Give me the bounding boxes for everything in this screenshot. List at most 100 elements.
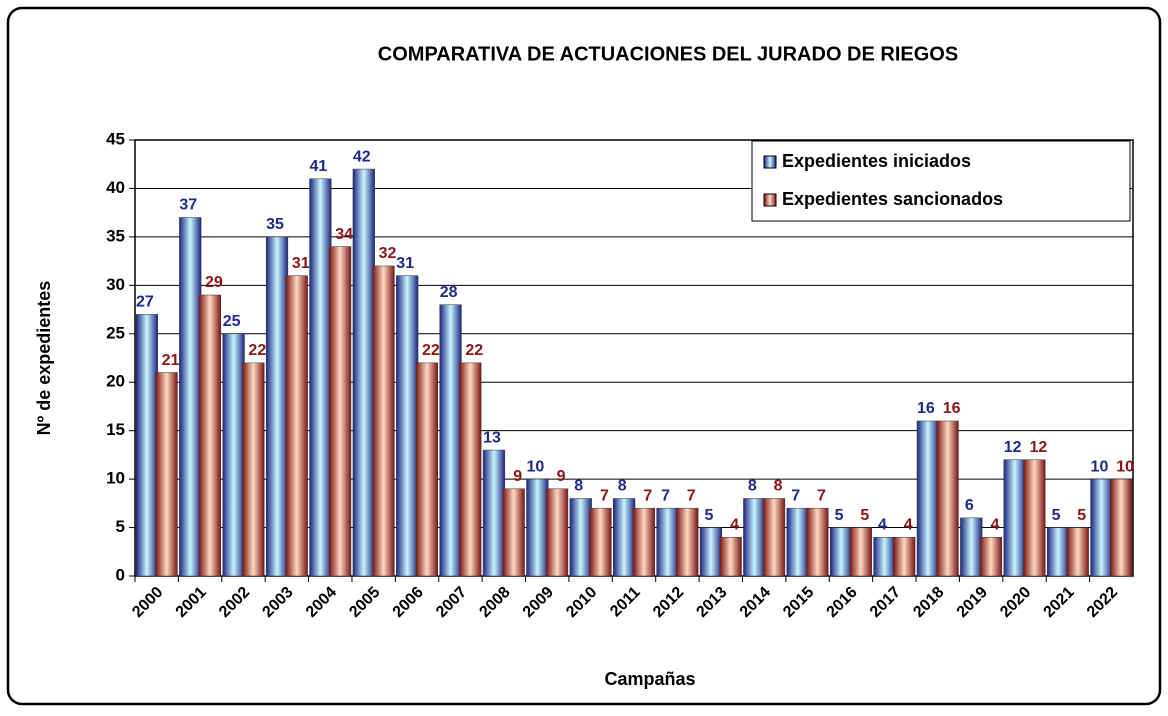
bar bbox=[849, 527, 872, 577]
bar bbox=[1066, 527, 1089, 577]
bar bbox=[372, 265, 395, 577]
value-label: 8 bbox=[574, 478, 583, 495]
value-label: 16 bbox=[943, 400, 961, 417]
bar bbox=[439, 304, 462, 577]
value-label: 13 bbox=[483, 429, 501, 446]
bar bbox=[329, 246, 352, 577]
value-label: 4 bbox=[878, 516, 887, 533]
value-label: 7 bbox=[643, 487, 652, 504]
value-label: 29 bbox=[205, 274, 223, 291]
value-label: 12 bbox=[1004, 439, 1022, 456]
bar bbox=[719, 536, 742, 577]
value-label: 9 bbox=[557, 468, 566, 485]
bar bbox=[1023, 459, 1046, 577]
bar bbox=[135, 314, 158, 577]
bar bbox=[762, 498, 786, 577]
bar bbox=[893, 536, 916, 577]
value-label: 12 bbox=[1029, 439, 1047, 456]
value-label: 32 bbox=[379, 245, 397, 262]
chart-title: COMPARATIVA DE ACTUACIONES DEL JURADO DE… bbox=[378, 43, 958, 65]
value-label: 7 bbox=[661, 487, 670, 504]
bar bbox=[743, 498, 766, 577]
bar bbox=[786, 507, 809, 577]
value-label: 35 bbox=[266, 216, 284, 233]
value-label: 10 bbox=[1116, 458, 1134, 475]
y-tick-label: 45 bbox=[106, 129, 125, 148]
value-label: 4 bbox=[904, 516, 913, 533]
bar bbox=[936, 420, 959, 577]
y-tick-label: 15 bbox=[106, 420, 125, 439]
value-label: 8 bbox=[774, 478, 783, 495]
value-label: 31 bbox=[396, 255, 414, 272]
value-label: 5 bbox=[835, 507, 844, 524]
legend-label: Expedientes sancionados bbox=[782, 189, 1003, 209]
y-tick-label: 10 bbox=[106, 469, 125, 488]
value-label: 8 bbox=[748, 478, 757, 495]
bar bbox=[396, 275, 419, 577]
value-label: 22 bbox=[248, 342, 266, 359]
bar bbox=[1003, 459, 1026, 577]
value-label: 6 bbox=[965, 497, 974, 514]
x-axis-label: Campañas bbox=[604, 669, 695, 689]
value-label: 41 bbox=[310, 158, 328, 175]
value-label: 22 bbox=[465, 342, 483, 359]
y-tick-label: 25 bbox=[106, 323, 125, 342]
bar bbox=[873, 536, 896, 577]
bar bbox=[482, 449, 506, 577]
value-label: 5 bbox=[704, 507, 713, 524]
value-label: 4 bbox=[991, 516, 1000, 533]
y-tick-label: 35 bbox=[106, 226, 125, 245]
value-label: 5 bbox=[860, 507, 869, 524]
bar bbox=[179, 217, 202, 577]
value-label: 10 bbox=[1091, 458, 1109, 475]
y-tick-label: 20 bbox=[106, 372, 125, 391]
value-label: 4 bbox=[730, 516, 739, 533]
value-label: 42 bbox=[353, 148, 371, 165]
bar bbox=[699, 527, 723, 577]
bar bbox=[415, 362, 438, 577]
value-label: 21 bbox=[162, 352, 180, 369]
bar bbox=[589, 507, 612, 577]
value-label: 31 bbox=[292, 255, 310, 272]
bar bbox=[502, 488, 525, 577]
value-label: 7 bbox=[817, 487, 826, 504]
bar bbox=[960, 517, 983, 577]
bar bbox=[459, 362, 482, 577]
bar bbox=[352, 168, 375, 577]
bar bbox=[613, 498, 636, 577]
legend-label: Expedientes iniciados bbox=[782, 151, 971, 171]
bar bbox=[545, 488, 569, 577]
y-tick-label: 5 bbox=[116, 517, 125, 536]
bar bbox=[656, 507, 679, 577]
bar bbox=[242, 362, 265, 577]
value-label: 37 bbox=[179, 197, 197, 214]
bar bbox=[222, 333, 245, 577]
bar bbox=[285, 275, 308, 577]
y-tick-label: 40 bbox=[106, 178, 125, 197]
value-label: 16 bbox=[917, 400, 935, 417]
value-label: 34 bbox=[335, 226, 353, 243]
value-label: 7 bbox=[687, 487, 696, 504]
bar bbox=[979, 536, 1003, 577]
bar bbox=[569, 498, 592, 577]
bar bbox=[526, 478, 549, 577]
value-label: 7 bbox=[791, 487, 800, 504]
bar bbox=[632, 507, 655, 577]
bar bbox=[1046, 527, 1070, 577]
bar bbox=[676, 507, 699, 577]
value-label: 5 bbox=[1077, 507, 1086, 524]
bar bbox=[155, 372, 178, 577]
value-label: 28 bbox=[440, 284, 458, 301]
bar bbox=[265, 236, 289, 577]
bar bbox=[916, 420, 939, 577]
value-label: 5 bbox=[1052, 507, 1061, 524]
value-label: 27 bbox=[136, 294, 154, 311]
bar bbox=[309, 178, 332, 577]
value-label: 22 bbox=[422, 342, 440, 359]
bar bbox=[1090, 478, 1113, 577]
value-label: 8 bbox=[618, 478, 627, 495]
y-tick-label: 0 bbox=[116, 565, 125, 584]
legend-swatch bbox=[763, 193, 777, 207]
